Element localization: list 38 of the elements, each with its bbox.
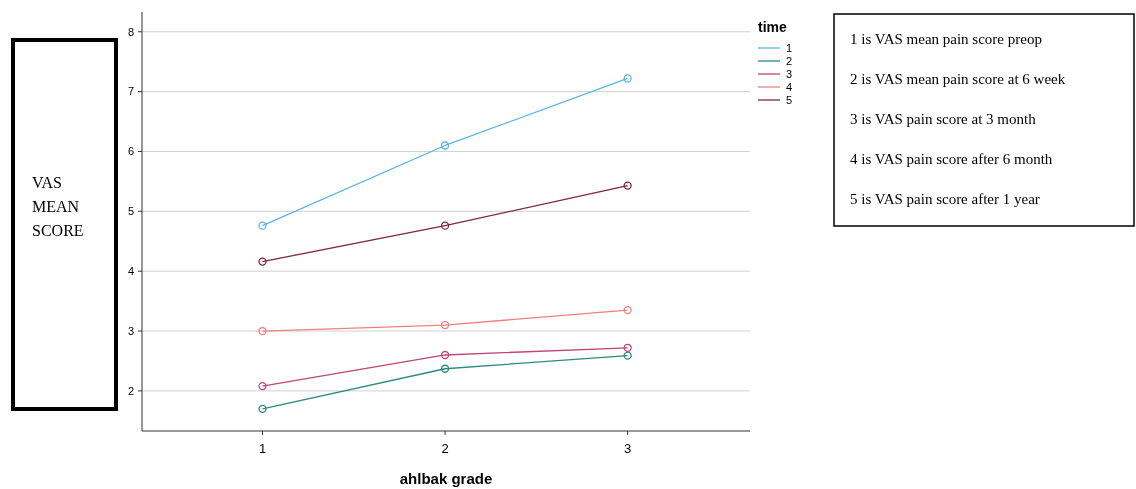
- y-tick-label: 8: [127, 25, 134, 38]
- point: [258, 381, 267, 391]
- legend-label: 2: [786, 54, 793, 67]
- y-tick-label: 4: [127, 265, 134, 278]
- point: [440, 320, 450, 330]
- x-tick-label: 2: [441, 441, 449, 456]
- y-tick-label: 3: [127, 324, 134, 337]
- point: [623, 74, 632, 83]
- text: 4 is VAS pain score after 6 month: [850, 151, 1053, 167]
- point: [440, 141, 450, 150]
- point: [440, 364, 450, 373]
- point: [258, 221, 267, 230]
- legend-label: 4: [786, 80, 793, 93]
- x-tick-label: 3: [624, 441, 632, 456]
- y-tick-label: 2: [127, 384, 134, 397]
- y-axis-title: VAS MEAN SCORE: [32, 174, 84, 239]
- point: [623, 351, 632, 360]
- legend-label: 5: [786, 93, 793, 106]
- x-tick-label: 1: [258, 441, 267, 456]
- legend-label: 3: [786, 67, 793, 80]
- y-tick-label: 5: [127, 205, 134, 218]
- point: [623, 305, 632, 315]
- x-axis-title: ahlbak grade: [399, 470, 493, 487]
- y-tick-label: 7: [127, 85, 134, 98]
- text: 5 is VAS pain score after 1 year: [850, 191, 1040, 207]
- point: [623, 181, 632, 190]
- text: 3 is VAS pain score at 3 month: [850, 111, 1037, 127]
- point: [258, 326, 267, 336]
- text: 1 is VAS mean pain score preop: [850, 31, 1042, 47]
- point: [258, 404, 267, 413]
- text: 2 is VAS mean pain score at 6 week: [850, 71, 1066, 87]
- y-tick-label: 6: [127, 145, 134, 158]
- point: [623, 343, 632, 352]
- legend-title: time: [758, 19, 787, 35]
- point: [440, 221, 450, 230]
- point: [258, 257, 267, 266]
- point: [440, 350, 450, 360]
- legend-label: 1: [786, 41, 793, 54]
